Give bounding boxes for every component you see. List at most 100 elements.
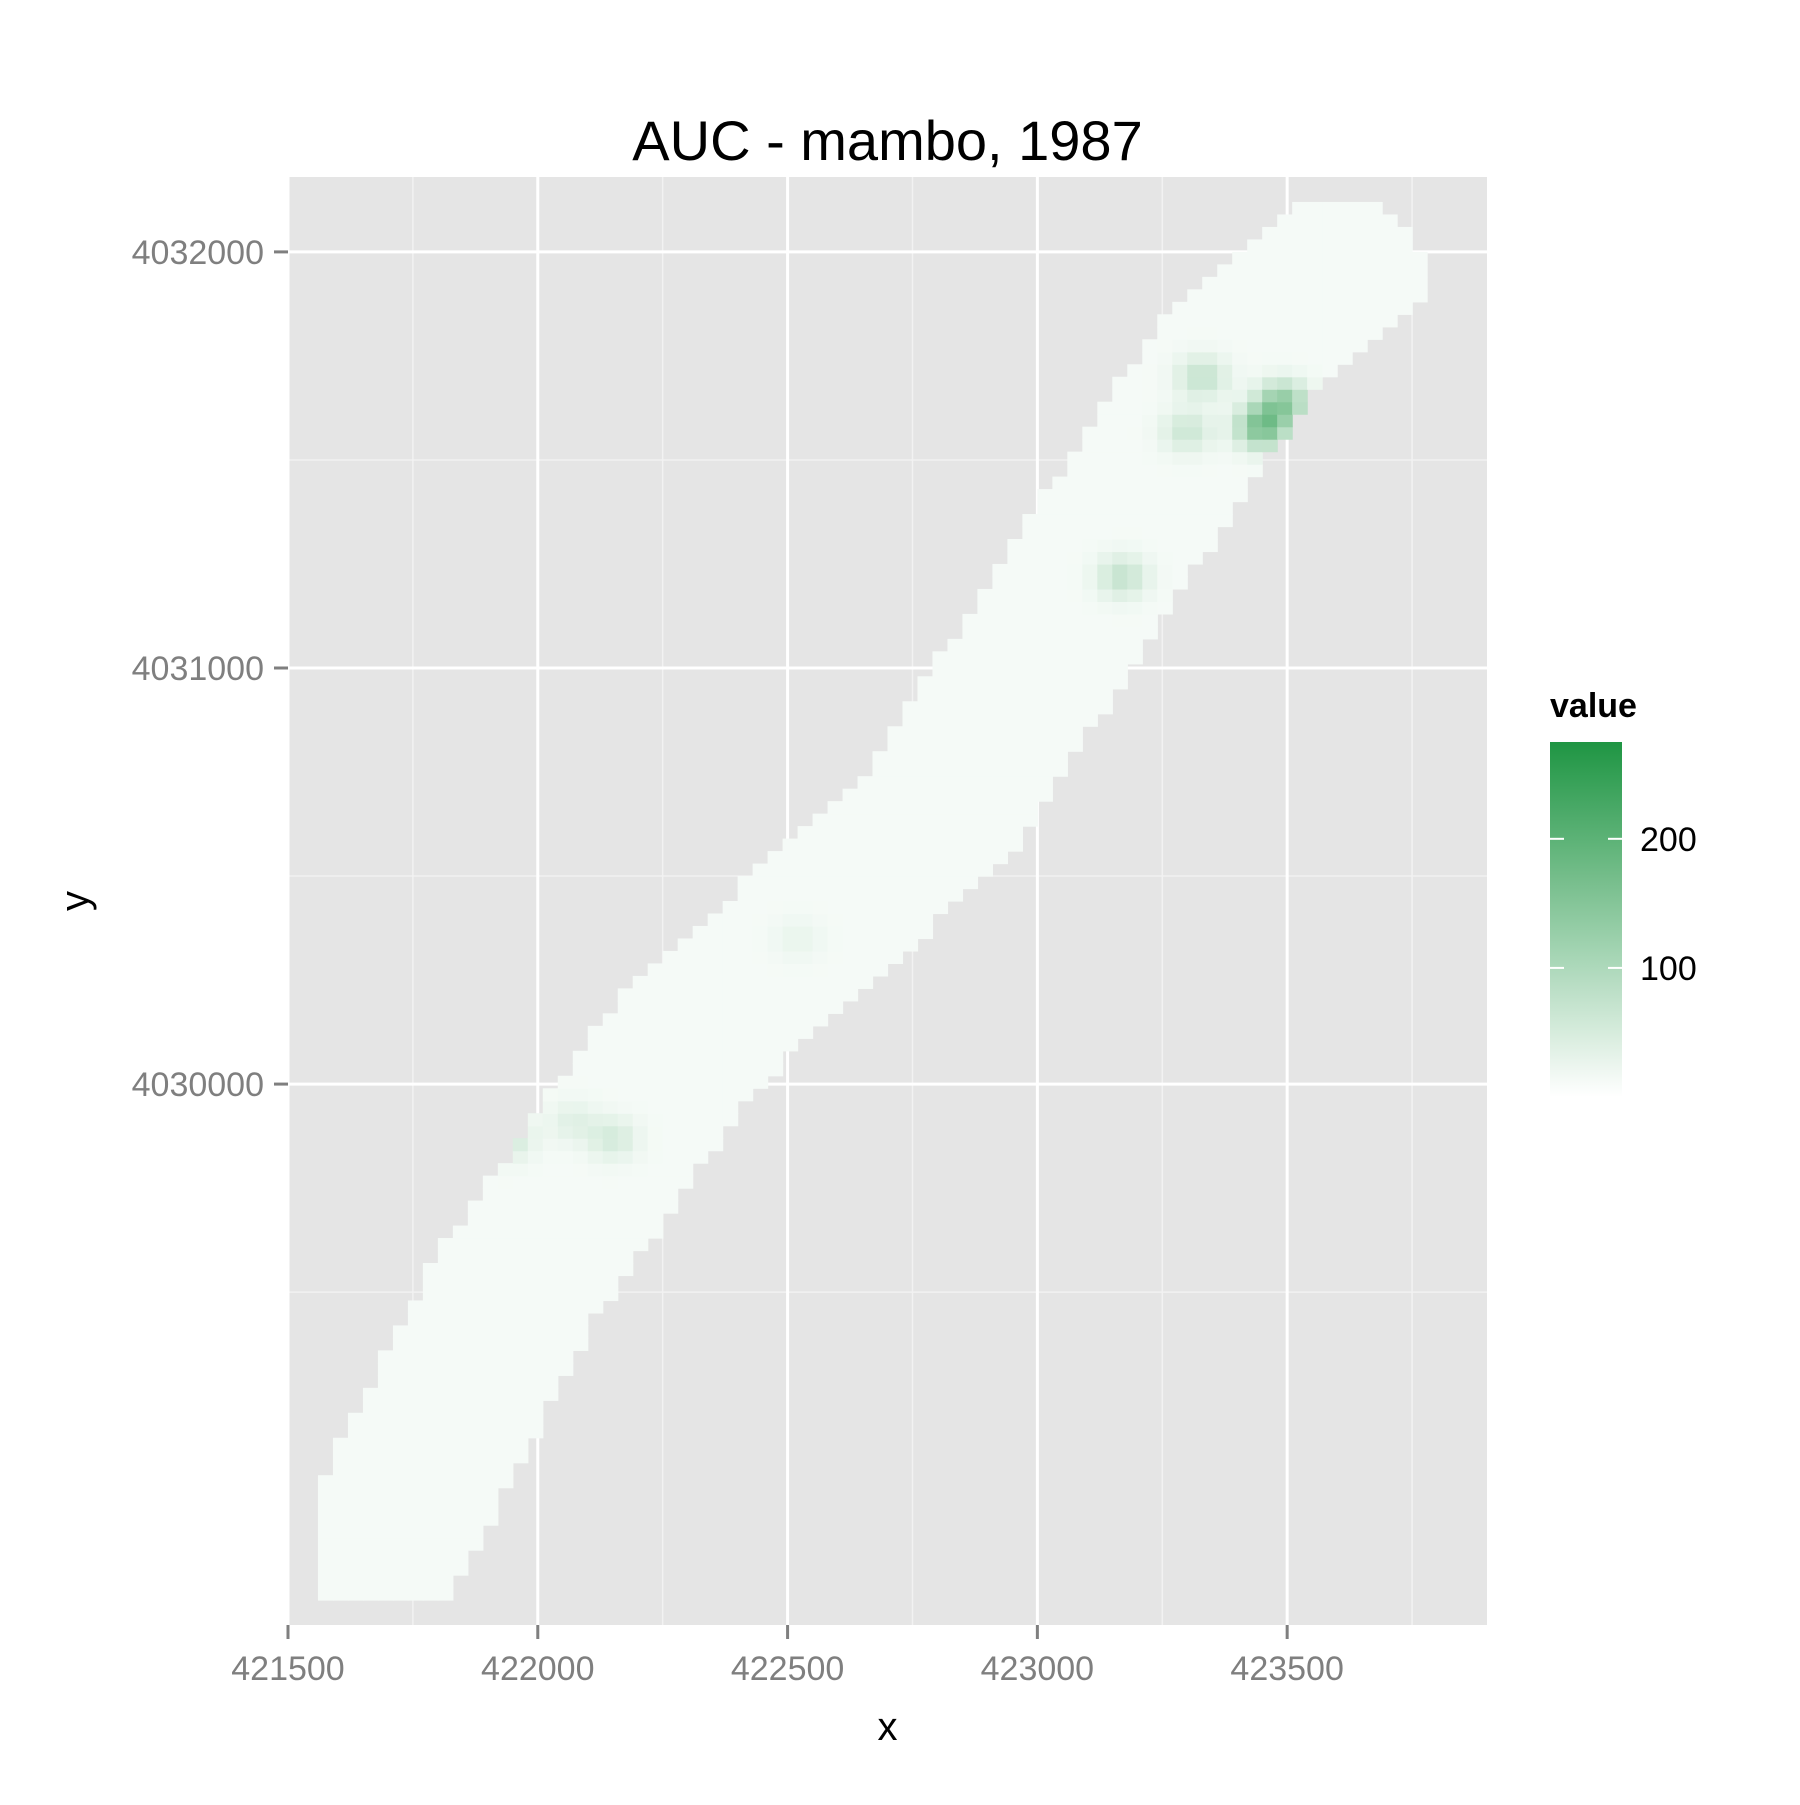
heatmap-cell <box>542 1312 559 1327</box>
heatmap-cell <box>1202 439 1218 453</box>
heatmap-cell <box>572 1263 589 1277</box>
heatmap-cell <box>437 1263 454 1277</box>
heatmap-cell <box>1037 539 1053 553</box>
heatmap-cell <box>632 1238 649 1252</box>
heatmap-cell <box>722 963 739 977</box>
heatmap-cell <box>1037 763 1053 777</box>
heatmap-cell <box>1172 376 1188 390</box>
heatmap-cell <box>977 613 994 627</box>
heatmap-cell <box>452 1287 469 1302</box>
heatmap-cell <box>1082 588 1098 603</box>
heatmap-cell <box>1217 314 1233 328</box>
heatmap-cell <box>1262 401 1278 415</box>
heatmap-cell <box>482 1437 499 1451</box>
heatmap-cell <box>1232 251 1248 265</box>
heatmap-cell <box>1097 576 1113 590</box>
heatmap-cell <box>512 1437 529 1451</box>
heatmap-cell <box>737 1025 754 1039</box>
heatmap-cell <box>602 1175 619 1189</box>
heatmap-cell <box>1082 701 1098 715</box>
heatmap-cell <box>527 1362 544 1376</box>
heatmap-cell <box>467 1250 484 1264</box>
heatmap-cell <box>572 1100 589 1114</box>
heatmap-cell <box>512 1225 529 1239</box>
heatmap-cell <box>392 1400 409 1414</box>
heatmap-cell <box>1247 251 1263 265</box>
heatmap-cell <box>587 1250 604 1264</box>
heatmap-cell <box>947 638 964 652</box>
heatmap-cell <box>527 1225 544 1239</box>
heatmap-cell <box>482 1225 499 1239</box>
heatmap-cell <box>422 1562 439 1576</box>
heatmap-cell <box>1007 588 1023 603</box>
heatmap-cell <box>542 1375 559 1389</box>
heatmap-cell <box>347 1500 364 1514</box>
heatmap-cell <box>977 676 994 690</box>
heatmap-cell <box>647 1138 664 1152</box>
heatmap-cell <box>512 1325 529 1339</box>
heatmap-cell <box>377 1412 394 1426</box>
heatmap-cell <box>1037 663 1053 677</box>
heatmap-cell <box>1382 301 1398 315</box>
heatmap-cell <box>812 1013 829 1027</box>
heatmap-cell <box>437 1500 454 1514</box>
heatmap-cell <box>1217 501 1233 515</box>
heatmap-cell <box>1112 651 1128 665</box>
heatmap-cell <box>917 925 934 940</box>
heatmap-cell <box>647 1100 664 1114</box>
heatmap-cell <box>1022 801 1038 815</box>
heatmap-cell <box>407 1400 424 1414</box>
heatmap-cell <box>977 663 994 677</box>
heatmap-cell <box>1142 376 1158 390</box>
heatmap-cell <box>1172 439 1188 453</box>
heatmap-cell <box>842 851 859 865</box>
heatmap-cell <box>332 1587 349 1601</box>
heatmap-cell <box>1007 613 1023 627</box>
heatmap-cell <box>662 950 679 965</box>
heatmap-cell <box>1037 788 1053 802</box>
heatmap-cell <box>707 1000 724 1014</box>
heatmap-cell <box>707 1050 724 1064</box>
heatmap-cell <box>332 1450 349 1464</box>
heatmap-cell <box>1307 276 1323 290</box>
heatmap-cell <box>752 863 769 877</box>
heatmap-cell <box>932 751 949 765</box>
heatmap-cell <box>437 1375 454 1389</box>
heatmap-cell <box>1292 351 1308 365</box>
heatmap-cell <box>1037 526 1053 540</box>
heatmap-cell <box>347 1537 364 1551</box>
heatmap-cell <box>377 1550 394 1564</box>
heatmap-cell <box>1337 276 1353 290</box>
heatmap-cell <box>1307 251 1323 265</box>
heatmap-cell <box>1187 501 1203 515</box>
heatmap-cell <box>467 1200 484 1214</box>
heatmap-cell <box>1217 376 1233 390</box>
heatmap-cell <box>467 1312 484 1327</box>
heatmap-cell <box>857 838 874 852</box>
heatmap-cell <box>707 1063 724 1077</box>
heatmap-cell <box>452 1337 469 1351</box>
heatmap-cell <box>1112 676 1128 690</box>
heatmap-cell <box>992 801 1008 815</box>
heatmap-cell <box>902 851 919 865</box>
heatmap-cell <box>1112 563 1128 578</box>
heatmap-cell <box>1142 576 1158 590</box>
heatmap-cell <box>962 788 979 802</box>
heatmap-cell <box>1052 651 1068 665</box>
heatmap-cell <box>1157 588 1173 603</box>
heatmap-cell <box>1337 201 1353 216</box>
heatmap-cell <box>632 1150 649 1164</box>
heatmap-cell <box>422 1537 439 1551</box>
heatmap-cell <box>1022 601 1038 615</box>
heatmap-cell <box>707 1113 724 1127</box>
heatmap-cell <box>557 1163 574 1177</box>
heatmap-cell <box>1052 576 1068 590</box>
heatmap-cell <box>392 1550 409 1564</box>
heatmap-cell <box>767 988 784 1002</box>
heatmap-cell <box>1157 439 1173 453</box>
heatmap-cell <box>467 1362 484 1376</box>
heatmap-cell <box>407 1375 424 1389</box>
heatmap-cell <box>977 826 994 840</box>
heatmap-cell <box>1082 551 1098 565</box>
